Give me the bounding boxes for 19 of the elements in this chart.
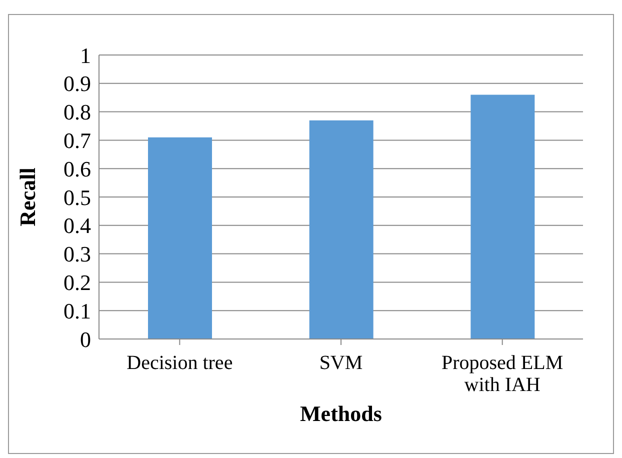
x-tick-label: Proposed ELM with IAH xyxy=(441,352,564,396)
y-tick-label: 0.3 xyxy=(64,242,91,267)
bar xyxy=(470,94,535,339)
bar xyxy=(309,120,374,339)
y-tick-label: 0.4 xyxy=(64,213,91,238)
y-tick-label: 1 xyxy=(80,42,91,68)
y-tick-label: 0 xyxy=(80,326,91,352)
y-tick-label: 0.6 xyxy=(64,156,91,182)
y-tick-label: 0.8 xyxy=(64,100,91,125)
y-tick-label: 0.5 xyxy=(64,184,91,210)
y-tick-label: 0.7 xyxy=(64,128,91,154)
y-axis-title: Recall xyxy=(14,168,40,226)
x-axis-title: Methods xyxy=(300,401,382,426)
y-tick-label: 0.2 xyxy=(64,270,91,296)
bar xyxy=(148,137,212,339)
x-tick-label: Decision tree xyxy=(126,352,233,374)
y-tick-label: 0.9 xyxy=(64,71,91,96)
y-tick-label: 0.1 xyxy=(64,298,91,324)
x-tick-label: SVM xyxy=(319,352,363,374)
